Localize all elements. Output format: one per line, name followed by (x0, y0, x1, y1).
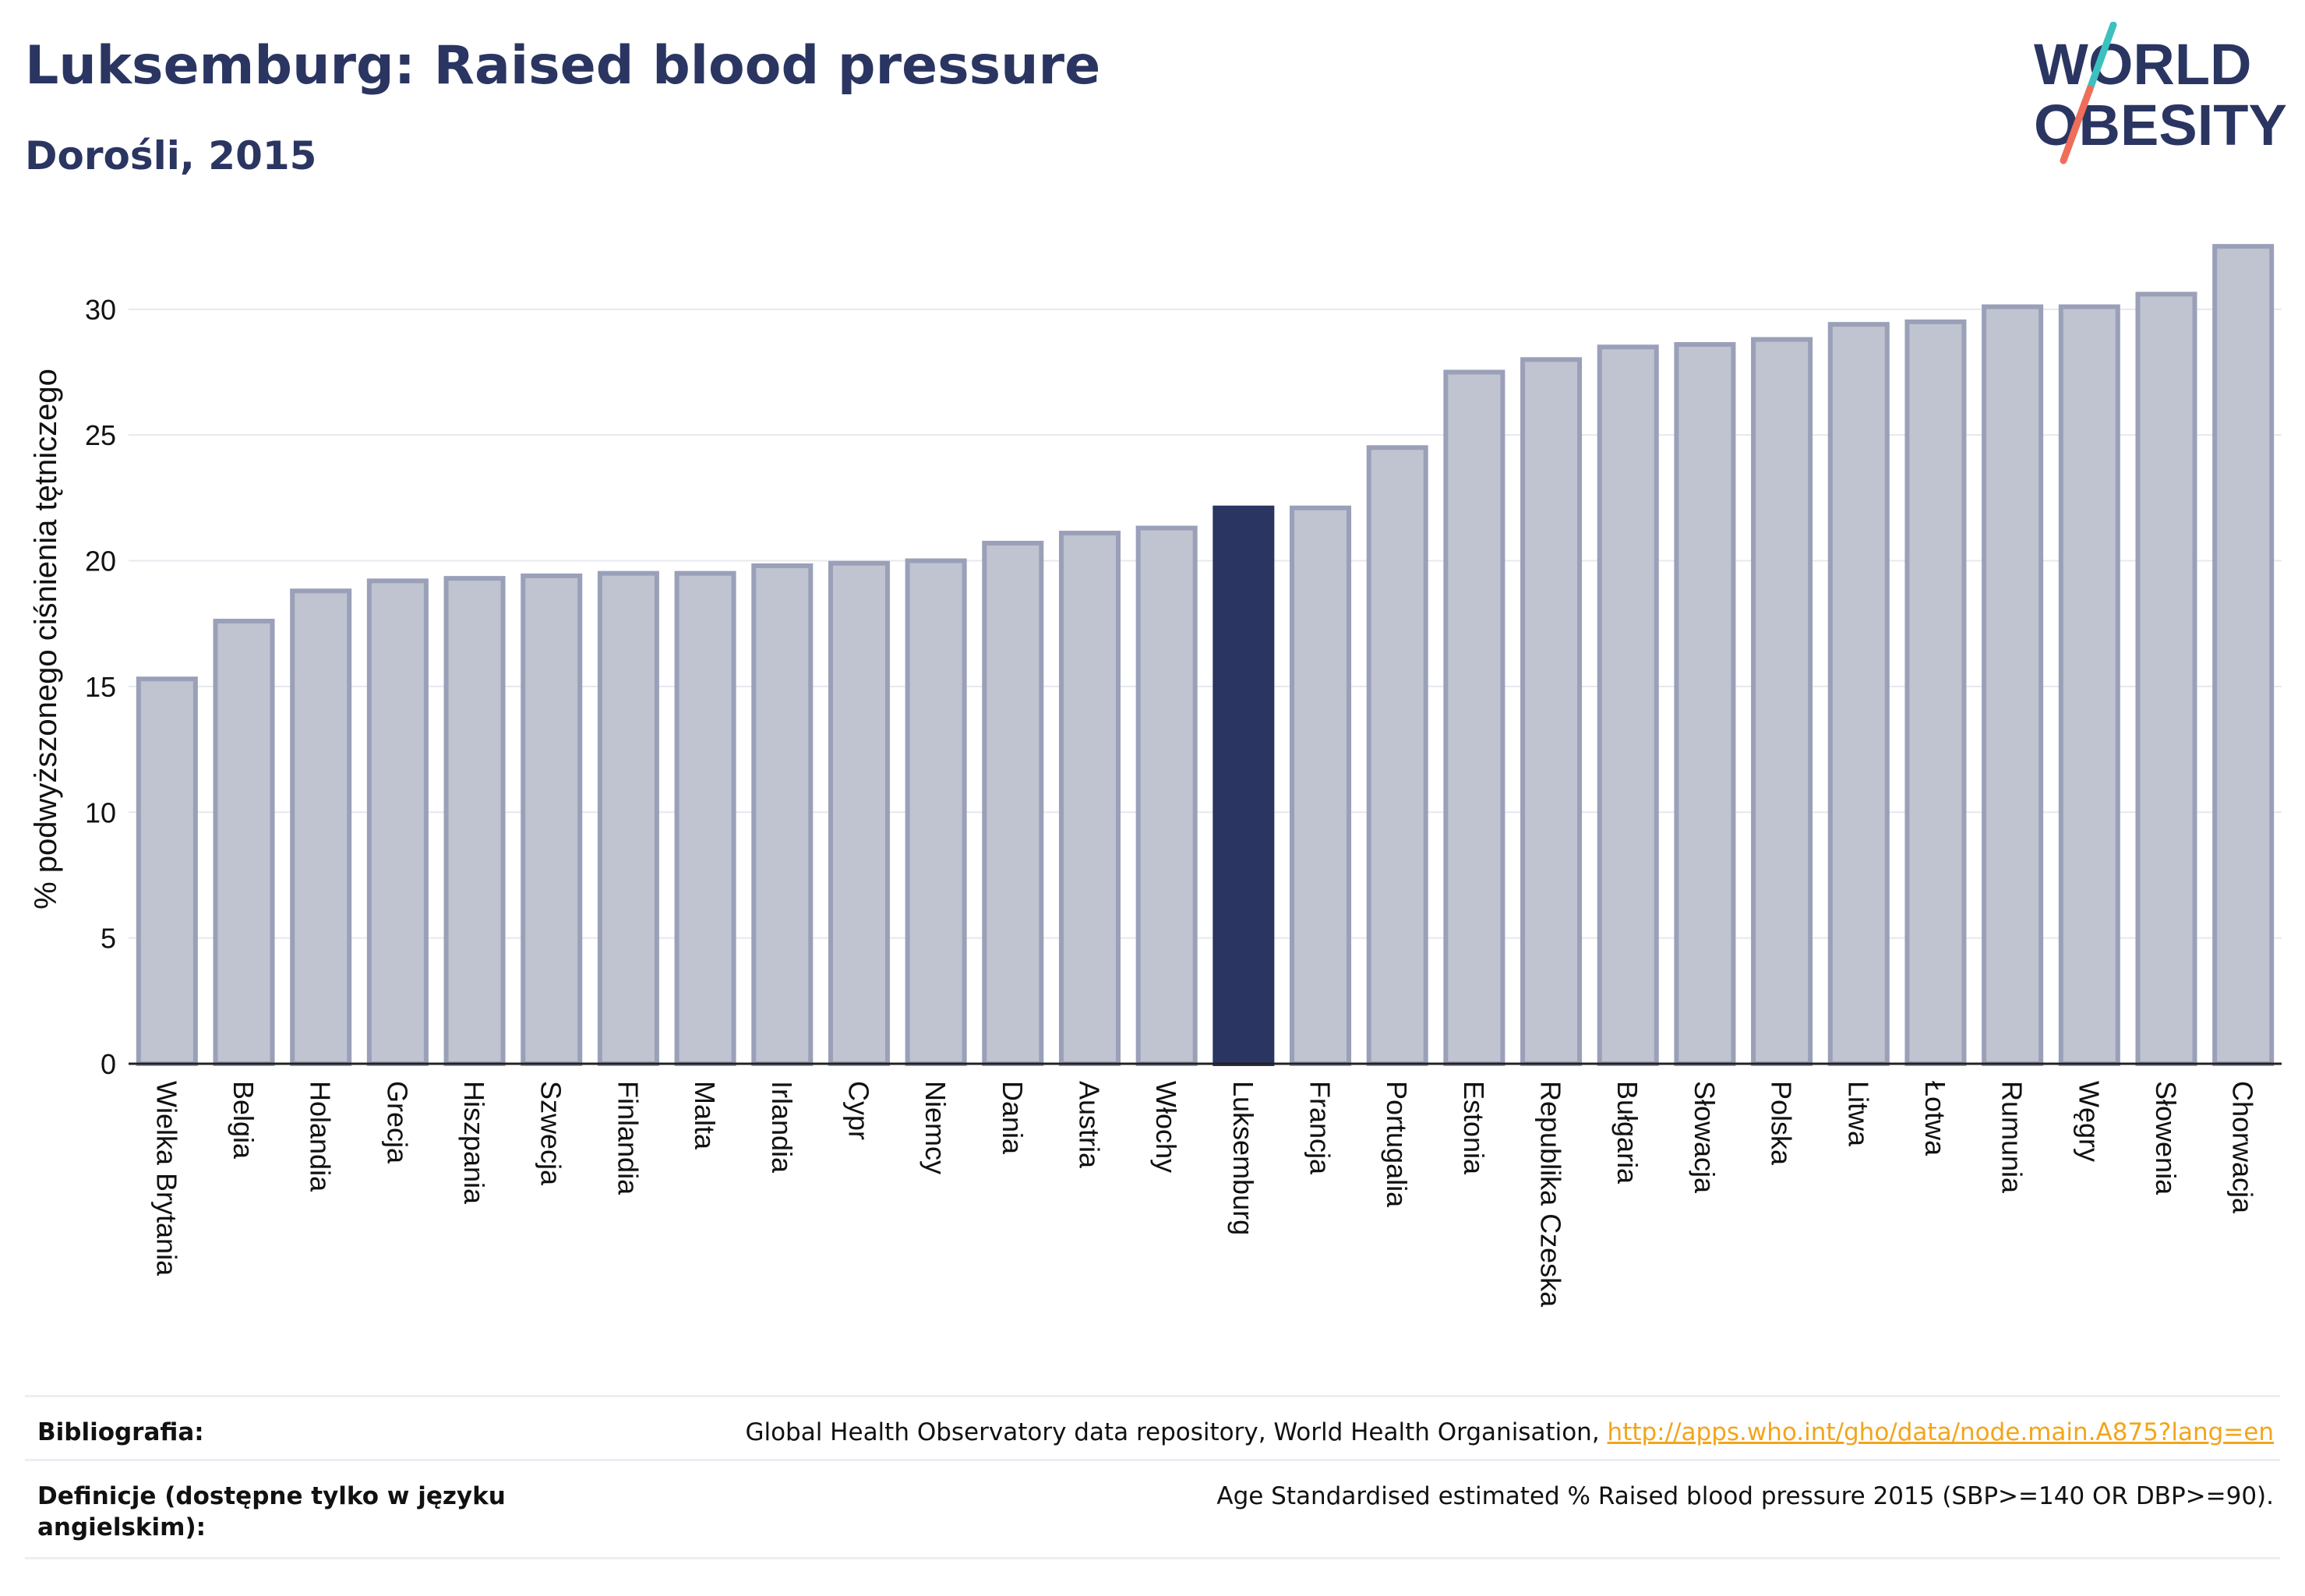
y-tick-label: 25 (85, 419, 116, 451)
y-tick-label: 20 (85, 546, 116, 577)
bar (828, 560, 890, 1066)
x-tick-label: Portugalia (1381, 1081, 1413, 1208)
world-obesity-logo: WORLD OBESITY (2034, 22, 2287, 164)
bar (1674, 342, 1736, 1066)
bibliography-label: Bibliografia: (37, 1418, 204, 1446)
bar (521, 573, 583, 1066)
x-tick-label: Chorwacja (2227, 1081, 2259, 1214)
x-tick-label: Francja (1304, 1081, 1336, 1175)
x-tick-label: Niemcy (920, 1081, 951, 1174)
bibliography-text: Global Health Observatory data repositor… (745, 1418, 1608, 1446)
definitions-label: Definicje (dostępne tylko w języku angie… (37, 1482, 506, 1542)
y-tick-label: 30 (85, 294, 116, 326)
logo-slash-teal (2086, 22, 2117, 93)
x-tick-label: Belgia (228, 1081, 259, 1160)
x-tick-label: Szwecja (535, 1081, 567, 1186)
x-tick-label: Austria (1073, 1081, 1105, 1169)
x-tick-label: Finlandia (612, 1081, 644, 1195)
bar (982, 540, 1044, 1066)
bar (674, 570, 736, 1066)
x-tick-label: Malta (689, 1081, 721, 1150)
footer-rule-middle (25, 1459, 2280, 1461)
bar (290, 588, 352, 1066)
logo-line-1: WORLD (2034, 32, 2252, 97)
bar (1520, 357, 1583, 1066)
x-tick-label: Luksemburg (1227, 1081, 1259, 1235)
y-tick-label: 15 (85, 671, 116, 703)
x-tick-label: Holandia (305, 1081, 337, 1192)
bibliography-value: Global Health Observatory data repositor… (745, 1417, 2274, 1448)
bar-highlighted (1213, 505, 1275, 1066)
bar (1982, 304, 2044, 1067)
bars (136, 244, 2275, 1067)
x-tick-label: Grecja (381, 1081, 413, 1164)
bar (1751, 337, 1813, 1066)
x-tick-label: Węgry (2073, 1081, 2105, 1162)
bar (1597, 344, 1659, 1066)
x-tick-label: Estonia (1458, 1081, 1490, 1175)
page-subtitle: Dorośli, 2015 (25, 133, 317, 178)
bar (751, 563, 814, 1066)
bar (2058, 304, 2120, 1067)
bar-chart: 0 5 10 15 20 25 30 Wielka Brytania Belgia Holand… (29, 244, 2282, 1308)
x-tick-labels: Wielka Brytania Belgia Holandia Grecja Hiszp… (150, 1081, 2258, 1308)
bar (2135, 291, 2197, 1067)
bar (443, 576, 506, 1066)
bar (366, 578, 429, 1066)
y-tick-labels: 0 5 10 15 20 25 30 (85, 294, 116, 1080)
definitions-value: Age Standardised estimated % Raised bloo… (1216, 1482, 2274, 1510)
x-tick-label: Słowacja (1689, 1081, 1721, 1194)
bar (1058, 531, 1121, 1066)
y-axis-label: % podwyższonego ciśnienia tętniczego (29, 369, 63, 909)
x-tick-label: Bułgaria (1611, 1081, 1643, 1185)
bar (1443, 369, 1505, 1066)
x-tick-label: Litwa (1842, 1081, 1874, 1147)
x-tick-label: Cypr (842, 1081, 874, 1140)
x-tick-label: Włochy (1150, 1081, 1182, 1173)
bar (1366, 445, 1428, 1066)
x-tick-label: Polska (1766, 1081, 1798, 1166)
x-tick-label: Dania (997, 1081, 1029, 1155)
bar (1827, 322, 1890, 1066)
y-tick-label: 10 (85, 796, 116, 828)
bar (597, 570, 659, 1066)
bar (213, 619, 275, 1066)
bar (1904, 319, 1967, 1067)
bar (1290, 505, 1352, 1066)
y-tick-label: 0 (101, 1048, 116, 1080)
bar (136, 676, 198, 1067)
footer-rule-top (25, 1395, 2280, 1397)
x-tick-label: Wielka Brytania (150, 1081, 182, 1276)
bibliography-link[interactable]: http://apps.who.int/gho/data/node.main.A… (1607, 1418, 2274, 1446)
x-tick-label: Rumunia (1996, 1081, 2028, 1194)
page-title: Luksemburg: Raised blood pressure (25, 35, 1101, 97)
bar (2212, 244, 2275, 1066)
bar (905, 558, 967, 1066)
x-tick-label: Słowenia (2150, 1081, 2182, 1195)
x-tick-label: Republika Czeska (1535, 1081, 1567, 1308)
logo-slash-coral (2060, 85, 2094, 164)
footer-rule-bottom (25, 1557, 2280, 1559)
y-tick-label: 5 (101, 923, 116, 955)
x-tick-label: Łotwa (1919, 1081, 1951, 1156)
x-tick-label: Hiszpania (458, 1081, 490, 1205)
bar (1135, 525, 1198, 1066)
x-tick-label: Irlandia (766, 1081, 798, 1174)
